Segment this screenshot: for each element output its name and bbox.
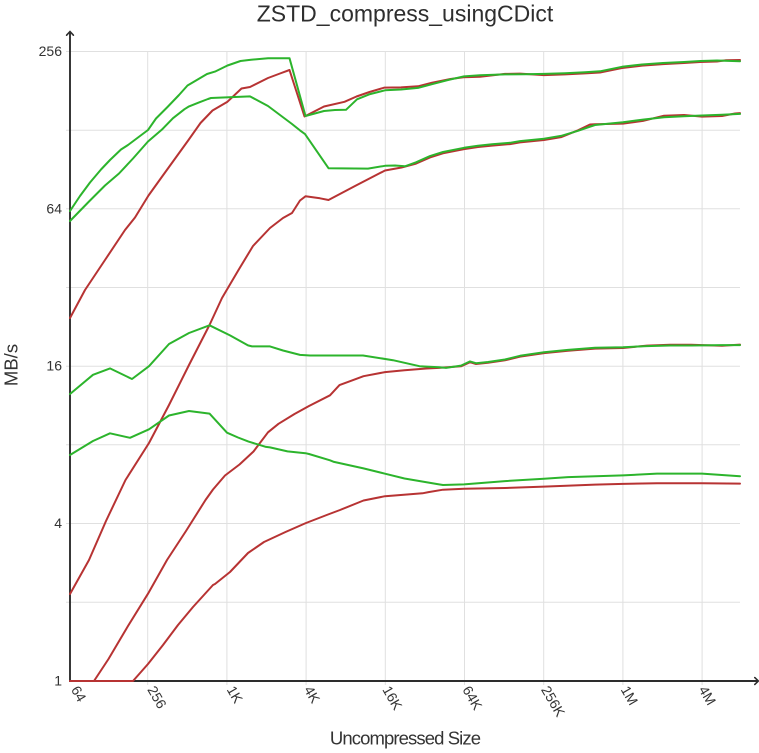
svg-text:256: 256 [39,43,63,59]
svg-text:64: 64 [46,200,62,216]
svg-text:4: 4 [54,515,62,531]
svg-text:1K: 1K [224,683,247,706]
svg-text:ZSTD_compress_usingCDict: ZSTD_compress_usingCDict [257,1,554,27]
svg-text:16: 16 [46,358,62,374]
svg-text:1: 1 [54,673,62,689]
svg-text:Uncompressed Size: Uncompressed Size [330,727,481,748]
svg-text:64: 64 [68,683,90,705]
svg-text:MB/s: MB/s [1,344,22,386]
svg-text:4K: 4K [301,683,324,706]
